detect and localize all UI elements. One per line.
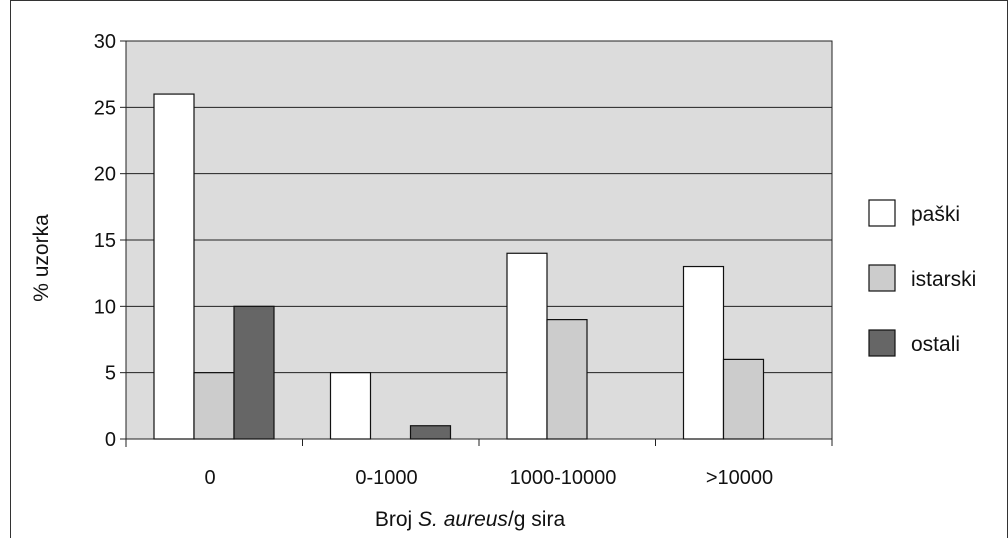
legend-swatch-istarski (868, 264, 896, 292)
y-tick-label: 25 (94, 97, 116, 119)
bar-istarski-0 (193, 372, 235, 440)
y-axis: 0 5 10 15 20 25 30 (94, 31, 127, 451)
bars-group (153, 93, 765, 440)
bar-paški-2 (506, 252, 548, 440)
x-tick-label: >10000 (706, 467, 773, 489)
bar-istarski-2 (546, 319, 588, 440)
y-axis-title: % uzorka (30, 214, 53, 302)
y-tick-label: 15 (94, 230, 116, 252)
bar-paški-3 (682, 265, 725, 440)
x-tick-label: 0 (204, 467, 215, 489)
legend-label-ostali: ostali (911, 333, 960, 356)
legend-label-paški: paški (911, 203, 960, 226)
x-axis: 0 0-1000 1000-10000 >10000 (125, 439, 833, 489)
legend: paški istarski ostali (868, 199, 976, 357)
y-tick-label: 30 (94, 31, 116, 53)
x-axis-title-part-3: /g sira (508, 508, 566, 531)
x-axis-title: Broj S. aureus/g sira (375, 508, 566, 531)
x-tick-label: 1000-10000 (510, 467, 617, 489)
bar-ostali-1 (409, 425, 452, 440)
legend-swatch-paški (868, 199, 896, 227)
bar-ostali-0 (233, 305, 275, 440)
bar-istarski-3 (722, 358, 765, 440)
x-axis-title-part-1: Broj (375, 508, 418, 531)
x-tick-label: 0-1000 (355, 467, 417, 489)
y-tick-label: 0 (105, 429, 116, 451)
bar-paški-0 (153, 93, 195, 440)
y-tick-label: 5 (105, 363, 116, 385)
x-axis-title-species: S. aureus (418, 508, 508, 531)
y-tick-label: 10 (94, 296, 116, 318)
legend-label-istarski: istarski (911, 268, 976, 291)
bar-paški-1 (329, 372, 372, 440)
y-tick-label: 20 (94, 164, 116, 186)
legend-swatch-ostali (868, 329, 896, 357)
